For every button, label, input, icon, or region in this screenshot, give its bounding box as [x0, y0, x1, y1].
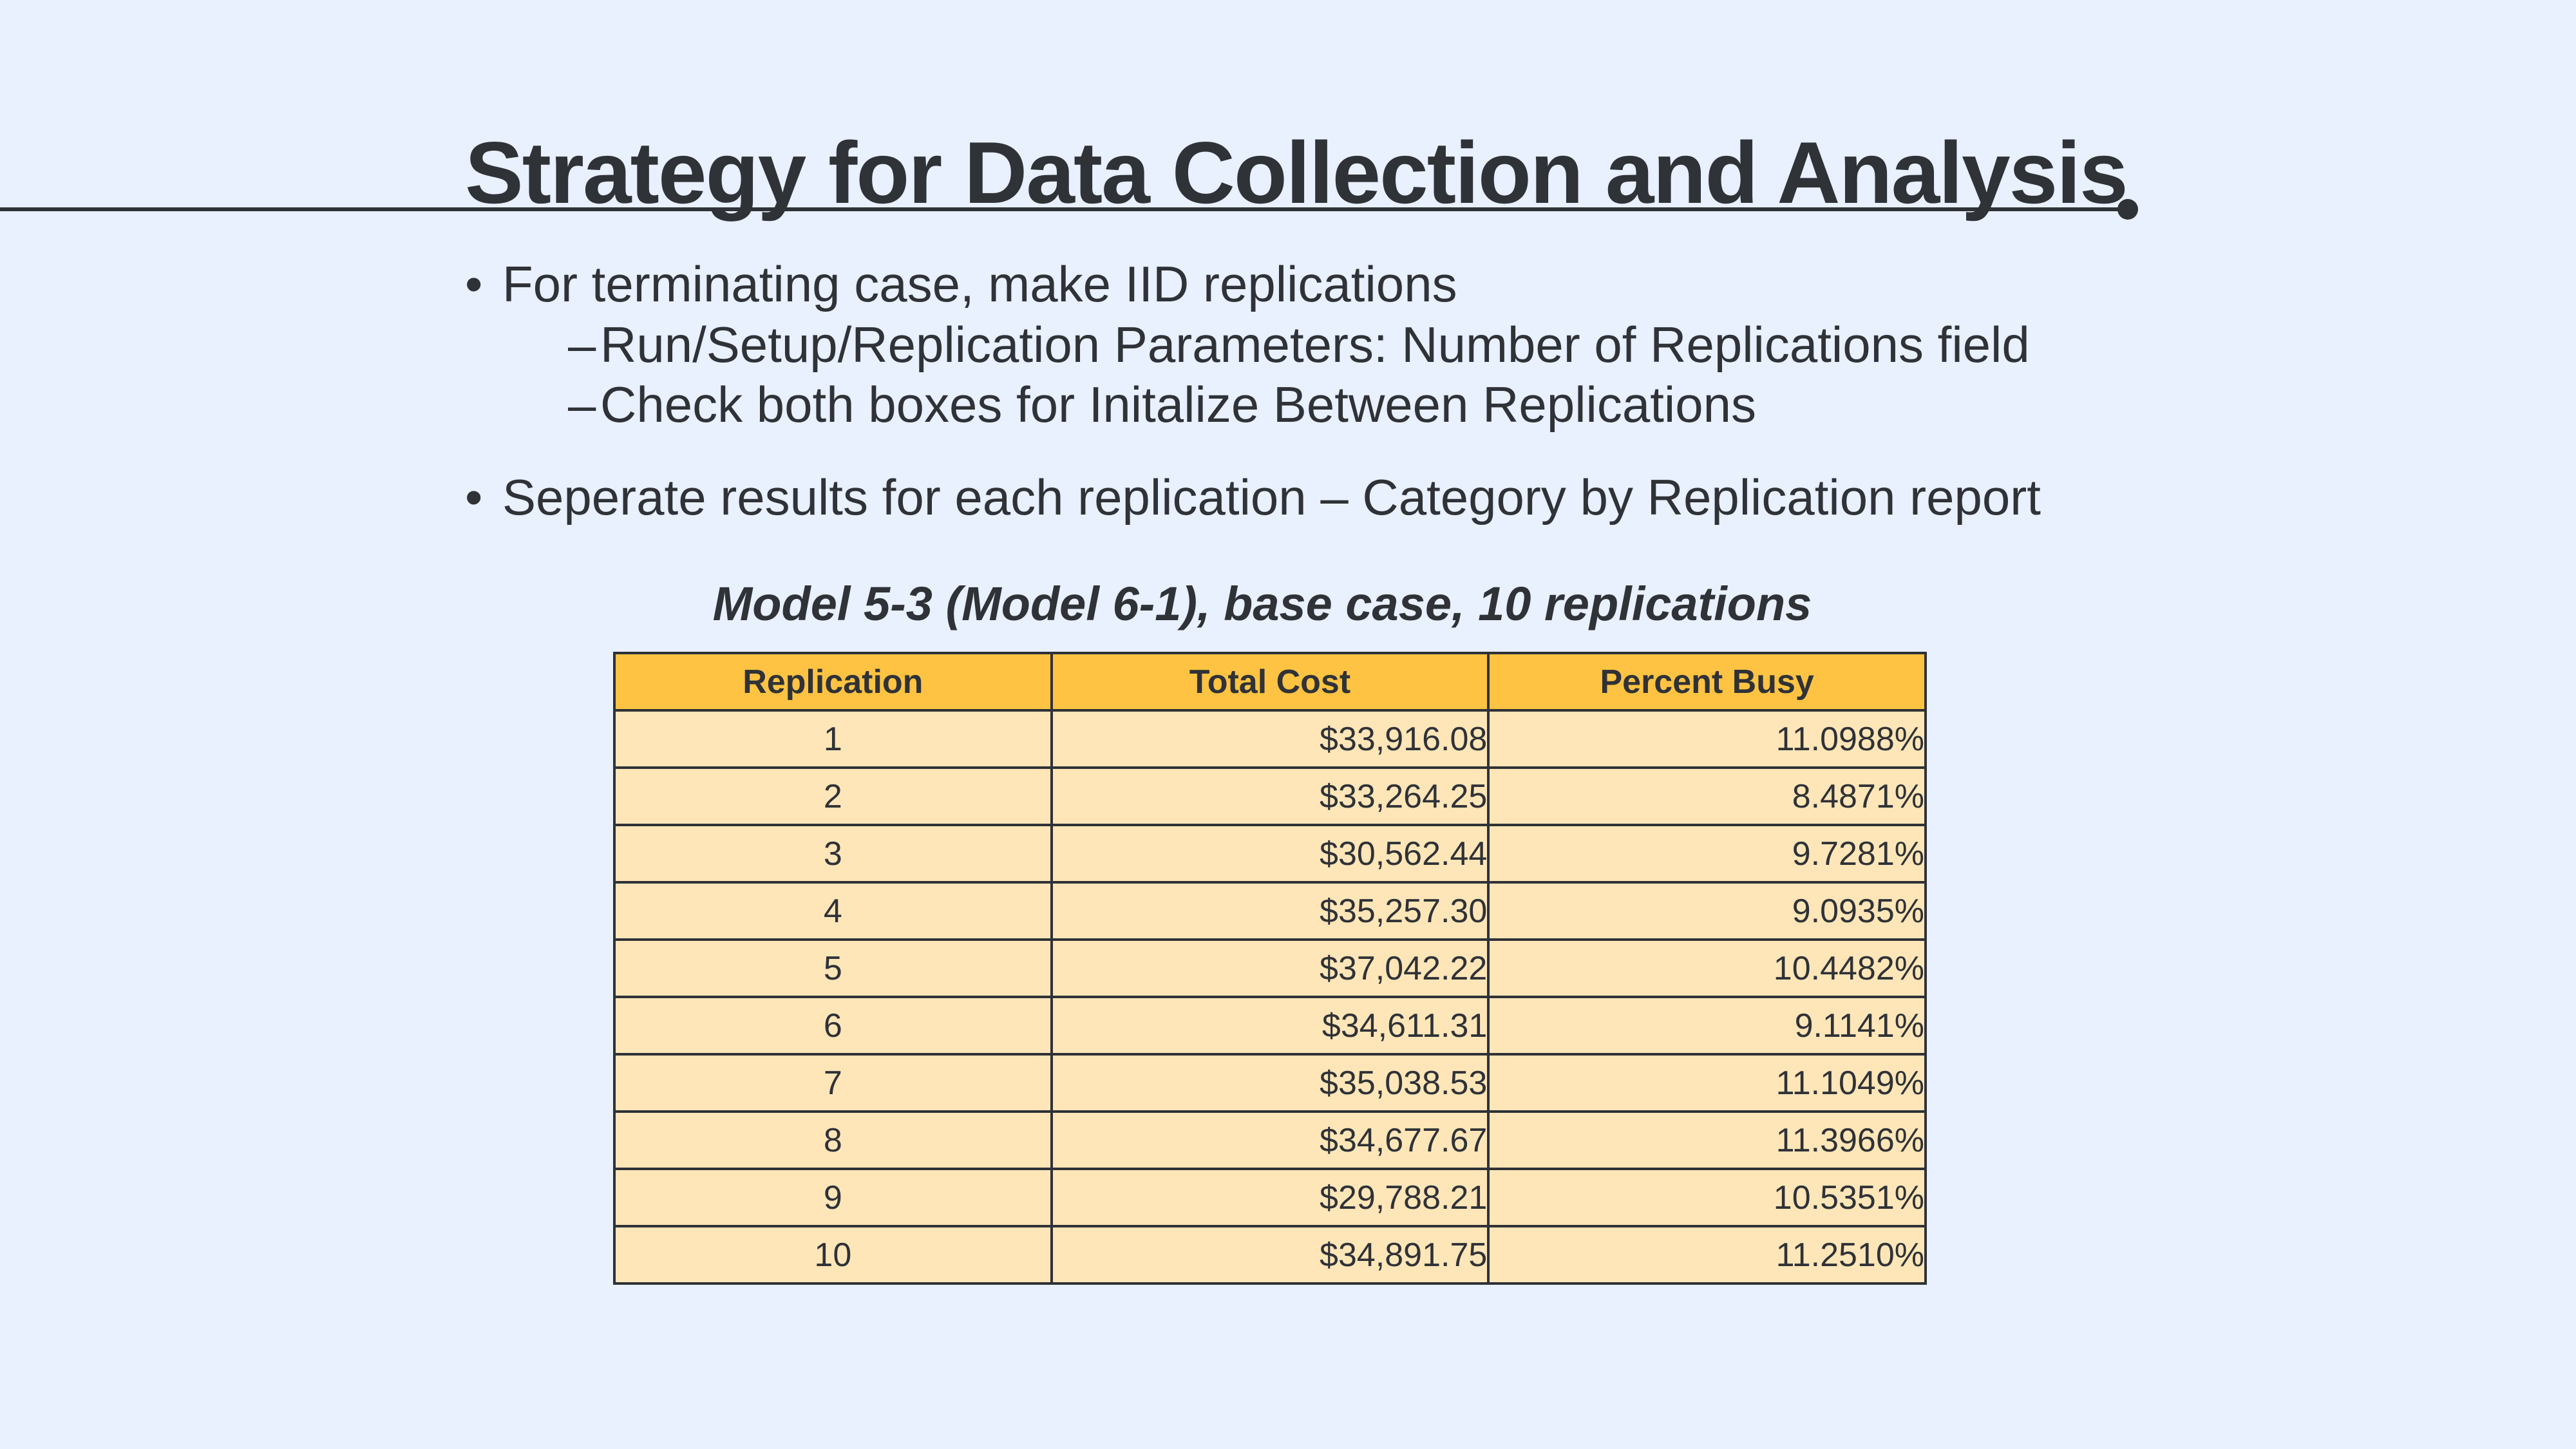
- cell-total-cost: $35,257.30: [1050, 881, 1490, 941]
- cell-total-cost: $33,264.25: [1050, 766, 1490, 826]
- replication-results-table: Replication Total Cost Percent Busy 1 $3…: [613, 652, 1927, 1285]
- sub-item-initialize-boxes: – Check both boxes for Initalize Between…: [465, 375, 2461, 435]
- table-row: 6 $34,611.31 9.1141%: [613, 996, 1927, 1056]
- table-caption: Model 5-3 (Model 6-1), base case, 10 rep…: [712, 577, 1812, 630]
- cell-percent-busy: 11.3966%: [1487, 1110, 1927, 1170]
- table-row: 5 $37,042.22 10.4482%: [613, 938, 1927, 998]
- cell-total-cost: $37,042.22: [1050, 938, 1490, 998]
- cell-replication: 7: [613, 1053, 1053, 1113]
- cell-replication: 2: [613, 766, 1053, 826]
- cell-replication: 10: [613, 1225, 1053, 1285]
- cell-total-cost: $29,788.21: [1050, 1168, 1490, 1227]
- table-row: 4 $35,257.30 9.0935%: [613, 881, 1927, 941]
- cell-total-cost: $34,611.31: [1050, 996, 1490, 1056]
- cell-replication: 1: [613, 709, 1053, 769]
- sub-bullet-marker: –: [568, 316, 596, 373]
- header-replication: Replication: [613, 652, 1053, 712]
- cell-replication: 6: [613, 996, 1053, 1056]
- table-row: 9 $29,788.21 10.5351%: [613, 1168, 1927, 1227]
- bullet-marker: •: [465, 468, 483, 526]
- cell-replication: 9: [613, 1168, 1053, 1227]
- cell-replication: 3: [613, 824, 1053, 884]
- cell-percent-busy: 11.1049%: [1487, 1053, 1927, 1113]
- bullet-item-separate-results: • Seperate results for each replication …: [465, 468, 2461, 528]
- cell-percent-busy: 9.7281%: [1487, 824, 1927, 884]
- cell-percent-busy: 10.5351%: [1487, 1168, 1927, 1227]
- title-underline: [0, 207, 2125, 211]
- sub-item-text: Check both boxes for Initalize Between R…: [600, 376, 1756, 433]
- cell-percent-busy: 8.4871%: [1487, 766, 1927, 826]
- cell-replication: 8: [613, 1110, 1053, 1170]
- bullet-marker: •: [465, 256, 483, 312]
- table-row: 10 $34,891.75 11.2510%: [613, 1225, 1927, 1285]
- table-row: 1 $33,916.08 11.0988%: [613, 709, 1927, 769]
- bullet-item-replications: • For terminating case, make IID replica…: [465, 254, 2461, 315]
- table-row: 7 $35,038.53 11.1049%: [613, 1053, 1927, 1113]
- bullet-text: For terminating case, make IID replicati…: [502, 256, 1457, 312]
- slide-title: Strategy for Data Collection and Analysi…: [465, 124, 2128, 222]
- sub-item-replication-parameters: – Run/Setup/Replication Parameters: Numb…: [465, 315, 2461, 375]
- sub-item-text: Run/Setup/Replication Parameters: Number…: [600, 316, 2030, 373]
- cell-percent-busy: 9.1141%: [1487, 996, 1927, 1056]
- cell-total-cost: $35,038.53: [1050, 1053, 1490, 1113]
- cell-percent-busy: 11.0988%: [1487, 709, 1927, 769]
- cell-total-cost: $33,916.08: [1050, 709, 1490, 769]
- cell-percent-busy: 10.4482%: [1487, 938, 1927, 998]
- header-percent-busy: Percent Busy: [1487, 652, 1927, 712]
- cell-percent-busy: 9.0935%: [1487, 881, 1927, 941]
- sub-bullet-marker: –: [568, 376, 596, 433]
- cell-replication: 4: [613, 881, 1053, 941]
- bullet-text: Seperate results for each replication – …: [502, 468, 2041, 526]
- header-total-cost: Total Cost: [1050, 652, 1490, 712]
- cell-total-cost: $30,562.44: [1050, 824, 1490, 884]
- table-row: 3 $30,562.44 9.7281%: [613, 824, 1927, 884]
- cell-total-cost: $34,891.75: [1050, 1225, 1490, 1285]
- bullet-list: • For terminating case, make IID replica…: [465, 254, 2461, 527]
- cell-percent-busy: 11.2510%: [1487, 1225, 1927, 1285]
- cell-total-cost: $34,677.67: [1050, 1110, 1490, 1170]
- table-row: 8 $34,677.67 11.3966%: [613, 1110, 1927, 1170]
- cell-replication: 5: [613, 938, 1053, 998]
- table-row: 2 $33,264.25 8.4871%: [613, 766, 1927, 826]
- table-header-row: Replication Total Cost Percent Busy: [613, 652, 1927, 712]
- title-underline-dot: [2117, 199, 2138, 220]
